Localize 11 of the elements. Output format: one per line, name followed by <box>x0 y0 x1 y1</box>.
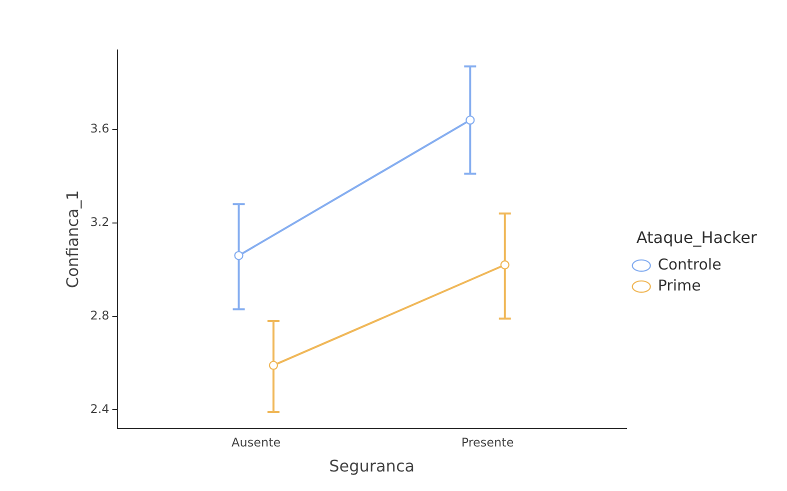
y-tick-label: 3.2 <box>90 214 110 229</box>
x-axis-title: Seguranca <box>329 456 415 476</box>
y-tick-label: 2.4 <box>90 402 110 416</box>
legend-title: Ataque_Hacker <box>636 228 758 248</box>
y-tick-label: 3.6 <box>90 122 110 136</box>
y-tick-label: 2.8 <box>90 308 110 322</box>
y-axis-title: Confianca_1 <box>62 190 82 288</box>
legend-label: Prime <box>658 276 701 294</box>
x-tick-label: Presente <box>461 436 514 450</box>
legend-label: Controle <box>658 255 722 274</box>
x-tick-label: Ausente <box>232 436 281 450</box>
